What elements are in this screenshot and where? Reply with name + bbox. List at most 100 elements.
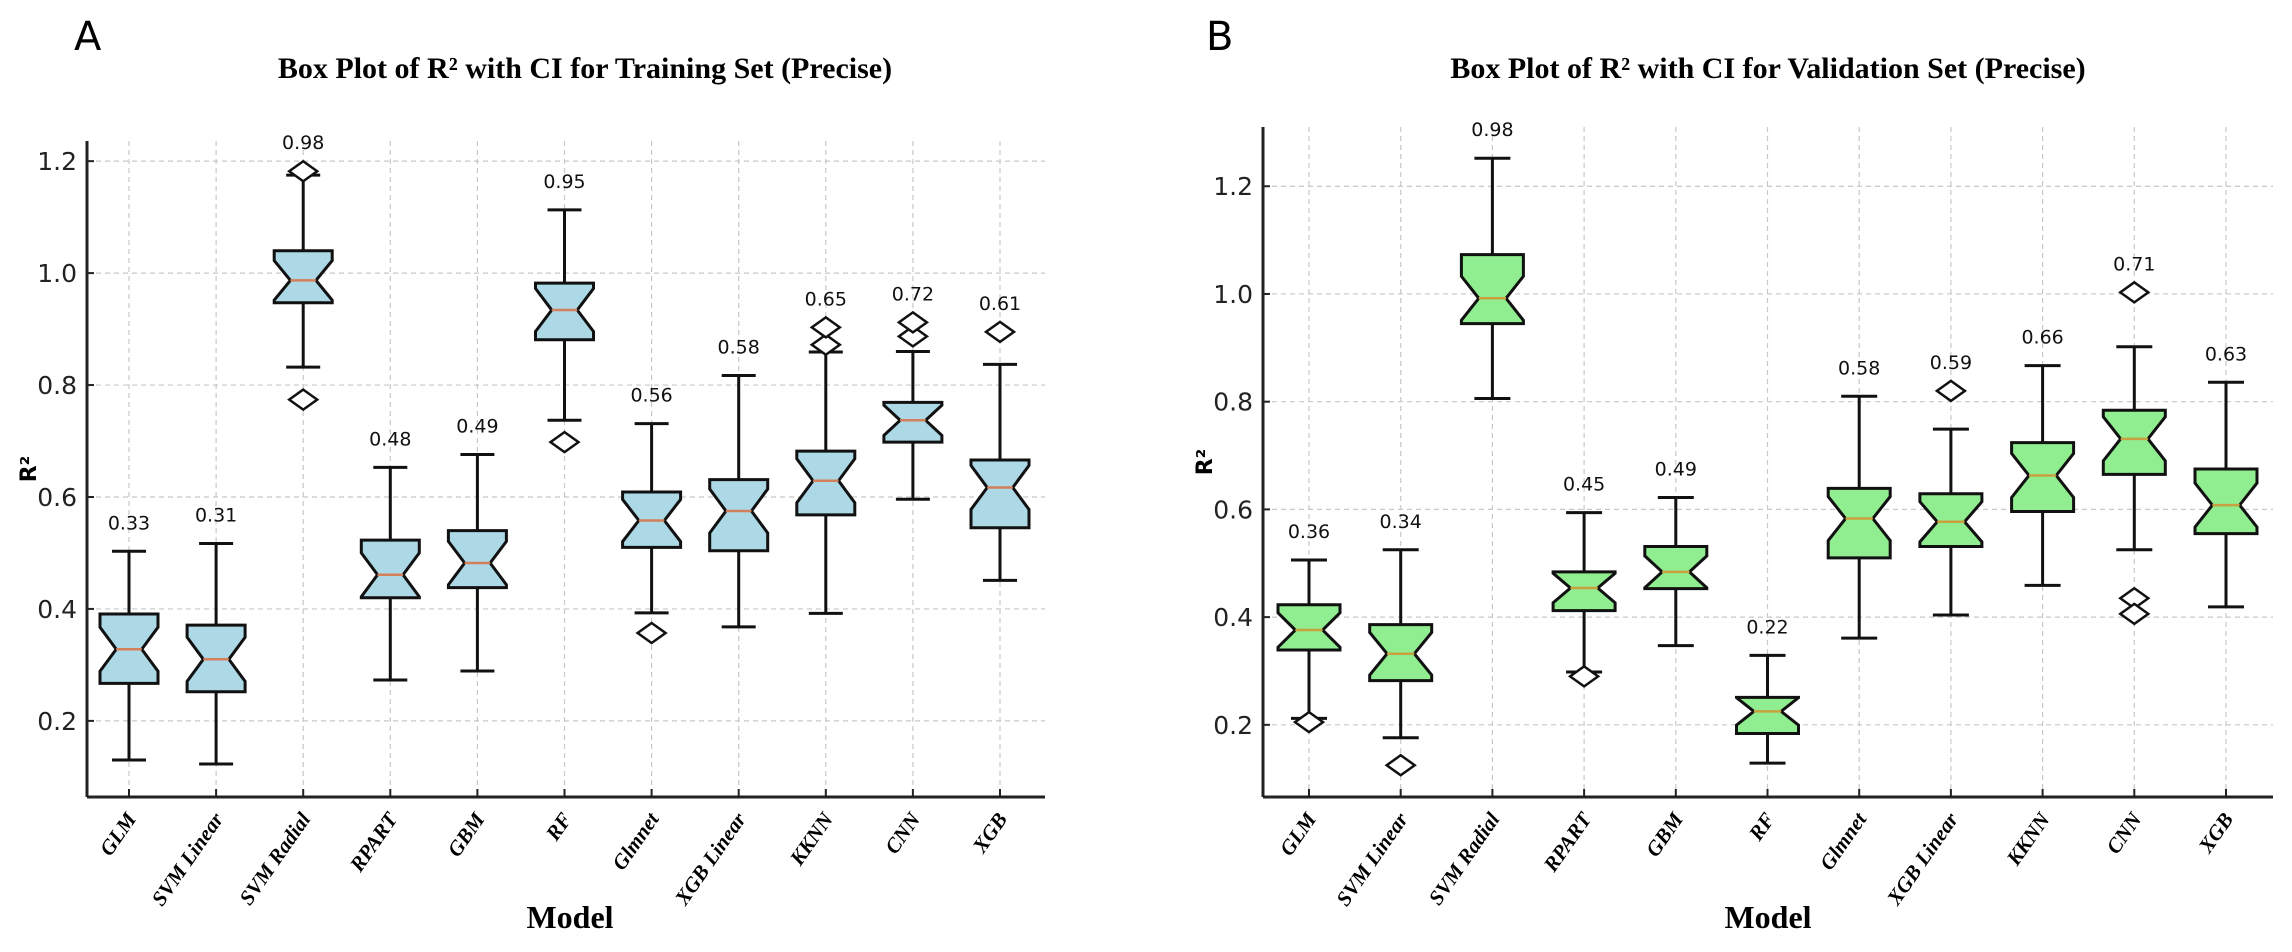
x-tick-label: SVM Radial — [1424, 808, 1505, 909]
y-tick-label: 1.0 — [37, 259, 77, 288]
box-body — [969, 458, 1031, 530]
outlier-marker — [809, 315, 842, 339]
box-xgb: 0.61 — [969, 293, 1031, 582]
box-xgb: 0.63 — [2193, 343, 2259, 609]
box-kknn: 0.66 — [2010, 327, 2076, 587]
box-rf: 0.22 — [1735, 616, 1800, 765]
box-glmnet: 0.58 — [1826, 357, 1892, 640]
median-annotation: 0.58 — [1838, 357, 1880, 379]
box-rpart: 0.45 — [1551, 474, 1617, 688]
median-annotation: 0.98 — [1471, 119, 1513, 141]
outlier-marker — [1384, 753, 1417, 777]
outlier-marker — [548, 430, 581, 454]
box-body — [2193, 467, 2259, 536]
median-annotation: 0.45 — [1563, 474, 1605, 496]
box-body — [1826, 486, 1892, 560]
box-gbm: 0.49 — [1643, 459, 1709, 648]
box-rf: 0.95 — [534, 171, 595, 454]
x-tick-label: SVM Radial — [234, 808, 315, 909]
outlier-marker — [1567, 664, 1601, 688]
box-svm-radial: 0.98 — [1459, 119, 1525, 400]
y-tick-label: 0.4 — [1213, 603, 1253, 632]
median-annotation: 0.58 — [718, 337, 760, 359]
x-ticks: GLM SVM Linear SVM Radial RPART GBM RF Glmnet X… — [95, 789, 1012, 910]
box-body — [1459, 253, 1525, 326]
median-annotation: 0.59 — [1930, 352, 1972, 374]
box-cnn: 0.72 — [882, 283, 944, 501]
outlier-marker — [287, 388, 320, 412]
median-annotation: 0.48 — [369, 428, 411, 450]
boxes: 0.33 0.31 0.98 0.48 0.49 0.95 0.56 0.58 0.65 0.72… — [98, 132, 1031, 766]
y-ticks: 0.2 0.4 0.6 0.8 1.0 1.2 — [37, 147, 94, 736]
box-gbm: 0.49 — [446, 415, 508, 673]
x-axis-label: Model — [526, 899, 613, 935]
outlier-marker — [2118, 602, 2151, 626]
y-ticks: 0.2 0.4 0.6 0.8 1.0 1.2 — [1213, 172, 1270, 740]
median-annotation: 0.63 — [2205, 343, 2247, 365]
box-body — [882, 400, 944, 444]
x-tick-label: GLM — [95, 807, 142, 860]
x-tick-label: GBM — [442, 807, 490, 861]
chart-title-validation: Box Plot of R² with CI for Validation Se… — [1450, 52, 2085, 85]
y-tick-label: 0.8 — [37, 371, 77, 400]
median-annotation: 0.31 — [195, 504, 237, 526]
box-svm-radial: 0.98 — [272, 132, 334, 412]
outlier-marker — [896, 310, 930, 334]
x-tick-label: XGB — [2193, 808, 2238, 858]
chart-title-training: Box Plot of R² with CI for Training Set … — [278, 52, 892, 85]
x-tick-label: KKNN — [2001, 807, 2055, 870]
y-tick-label: 0.2 — [37, 707, 77, 736]
box-kknn: 0.65 — [795, 288, 857, 615]
x-ticks: GLM SVM Linear SVM Radial RPART GBM RF Glmnet X… — [1275, 789, 2238, 910]
x-axis-label: Model — [1724, 899, 1811, 935]
median-annotation: 0.95 — [543, 171, 585, 193]
panel-b-validation: B Box Plot of R² with CI for Validation … — [1193, 14, 2273, 935]
median-annotation: 0.22 — [1746, 616, 1788, 638]
outlier-marker — [635, 621, 668, 645]
box-body — [1643, 545, 1709, 591]
box-glm: 0.33 — [98, 512, 160, 762]
panel-a-training: A Box Plot of R² with CI for Training Se… — [17, 14, 1045, 935]
x-tick-label: RPART — [1538, 807, 1597, 877]
box-rpart: 0.48 — [359, 428, 421, 682]
median-annotation: 0.61 — [979, 293, 1021, 315]
median-annotation: 0.33 — [108, 512, 150, 534]
boxes: 0.36 0.34 0.98 0.45 0.49 0.22 0.58 0.59 0.66 0.71… — [1276, 119, 2259, 777]
median-annotation: 0.65 — [805, 288, 847, 310]
x-tick-label: XGB Linear — [1882, 807, 1964, 910]
y-axis-label: R² — [17, 456, 42, 483]
x-tick-label: RF — [1743, 808, 1779, 846]
box-svm-linear: 0.34 — [1368, 511, 1434, 777]
median-annotation: 0.72 — [892, 283, 934, 305]
y-tick-label: 0.2 — [1213, 711, 1253, 740]
y-tick-label: 1.2 — [37, 147, 77, 176]
y-axis-label: R² — [1193, 449, 1218, 476]
y-tick-label: 0.6 — [1213, 495, 1253, 524]
box-body — [1918, 492, 1984, 549]
median-annotation: 0.36 — [1288, 521, 1330, 543]
outlier-marker — [1934, 379, 1968, 403]
box-body — [1276, 603, 1342, 652]
median-annotation: 0.71 — [2113, 253, 2155, 275]
x-tick-label: SVM Linear — [147, 807, 229, 910]
box-body — [446, 529, 508, 590]
box-body — [2101, 408, 2167, 476]
box-body — [1551, 570, 1617, 613]
box-xgb-linear: 0.59 — [1918, 352, 1984, 617]
box-body — [272, 249, 334, 305]
outlier-marker — [983, 320, 1017, 344]
x-tick-label: GBM — [1641, 807, 1689, 861]
x-tick-label: KKNN — [784, 807, 838, 870]
x-tick-label: RF — [540, 808, 576, 846]
y-tick-label: 1.0 — [1213, 280, 1253, 309]
x-tick-label: XGB Linear — [669, 807, 751, 910]
outlier-marker — [809, 333, 842, 357]
x-tick-label: Glmnet — [1815, 807, 1872, 874]
y-tick-label: 1.2 — [1213, 172, 1253, 201]
x-tick-label: RPART — [344, 807, 403, 877]
box-cnn: 0.71 — [2101, 253, 2167, 626]
median-annotation: 0.49 — [1655, 459, 1697, 481]
box-body — [1735, 695, 1800, 735]
x-tick-label: Glmnet — [607, 807, 664, 874]
